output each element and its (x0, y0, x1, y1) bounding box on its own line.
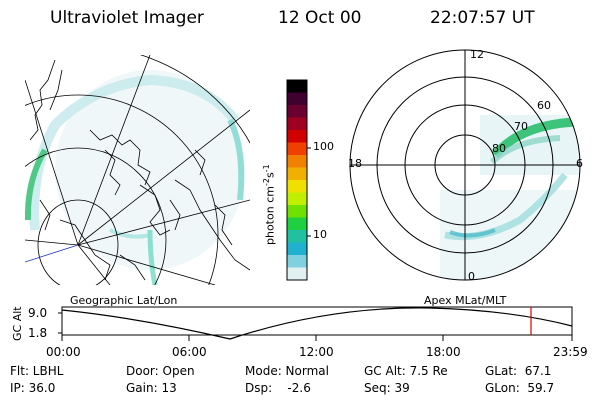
colorbar-segment (287, 217, 307, 231)
timeline-ytick-min: 1.8 (28, 326, 48, 340)
colorbar-tick-100: 100 (313, 140, 334, 153)
mlat-label-70: 70 (514, 120, 528, 133)
timeline-panel (58, 306, 573, 341)
longitude-lines (25, 55, 250, 285)
date-label: 12 Oct 00 (278, 8, 362, 28)
mlt-label-6: 6 (576, 157, 583, 170)
gc-alt-info: GC Alt: 7.5 Re (364, 364, 448, 378)
timeline-xtick-1800: 18:00 (426, 345, 461, 359)
colorbar-segment (287, 192, 307, 206)
mlt-label-0: 0 (468, 270, 475, 283)
time-label: 22:07:57 UT (430, 8, 535, 28)
colorbar-segment (287, 242, 307, 256)
ip-info: IP: 36.0 (10, 381, 56, 395)
left-aurora-haze (25, 70, 245, 285)
colorbar-segment (287, 92, 307, 106)
colorbar-segment (287, 130, 307, 143)
colorbar-frame (286, 79, 308, 281)
mlat-label-60: 60 (537, 99, 551, 112)
seq-info: Seq: 39 (364, 381, 410, 395)
timeline-xtick-0000: 00:00 (46, 345, 81, 359)
magnetic-map-label: Apex MLat/MLT (424, 294, 507, 307)
colorbar-segment (287, 267, 307, 281)
right-aurora (440, 115, 580, 280)
mlt-label-18: 18 (348, 157, 362, 170)
geographic-map (25, 55, 250, 285)
latitude-circles (25, 55, 250, 285)
glat-info: GLat: 67.1 (485, 364, 552, 378)
timeline-axis-label: GC Alt (11, 306, 24, 341)
colorbar-segment (287, 180, 307, 193)
mlat-label-80: 80 (492, 142, 506, 155)
colorbar-tick-10: 10 (313, 228, 327, 241)
colorbar-segment (287, 105, 307, 118)
timeline-ytick-max: 9.0 (28, 306, 48, 320)
coastlines (29, 59, 250, 281)
colorbar-segment (287, 205, 307, 218)
filter-info: Flt: LBHL (10, 364, 64, 378)
timeline-xtick-2359: 23:59 (553, 345, 588, 359)
mlt-label-12: 12 (470, 48, 484, 61)
colorbar-segment (287, 230, 307, 243)
timeline-xtick-0600: 06:00 (172, 345, 207, 359)
colorbar-unit: photon cm-2s-1 (262, 164, 277, 245)
dsp-info: Dsp: -2.6 (245, 381, 311, 395)
glon-info: GLon: 59.7 (485, 381, 555, 395)
colorbar-segment (287, 155, 307, 168)
colorbar-segment (287, 80, 307, 93)
gc-altitude-curve (61, 307, 573, 340)
door-info: Door: Open (126, 364, 195, 378)
instrument-title: Ultraviolet Imager (50, 8, 204, 28)
timeline-xtick-1200: 12:00 (299, 345, 334, 359)
magnetic-polar-map (349, 49, 581, 281)
color-bar (286, 79, 311, 281)
colorbar-segment (287, 255, 307, 268)
colorbar-segment (287, 142, 307, 156)
mode-info: Mode: Normal (245, 364, 329, 378)
colorbar-segment (287, 117, 307, 131)
colorbar-segment (287, 167, 307, 181)
geographic-map-label: Geographic Lat/Lon (70, 294, 178, 307)
gain-info: Gain: 13 (126, 381, 177, 395)
